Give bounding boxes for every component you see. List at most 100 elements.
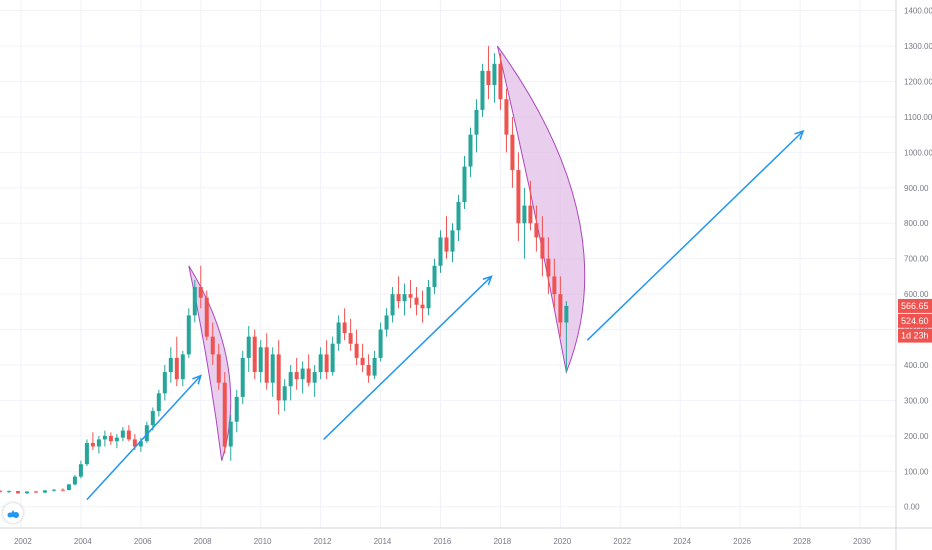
- candle-body: [138, 441, 143, 447]
- y-tick-label: 1100.00: [904, 113, 932, 122]
- arc-drawing[interactable]: [496, 45, 586, 374]
- x-tick-label: 2030: [853, 537, 871, 546]
- x-tick-label: 2004: [74, 537, 92, 546]
- candle-body: [156, 393, 161, 412]
- candle-body: [90, 442, 95, 447]
- candle-body: [288, 372, 293, 387]
- trend-arrow-line[interactable]: [586, 130, 804, 341]
- candle-body: [444, 237, 449, 252]
- candle-body: [150, 411, 155, 426]
- arc-drawings[interactable]: [188, 45, 586, 461]
- candle-body: [96, 439, 101, 447]
- x-tick-label: 2028: [793, 537, 811, 546]
- y-tick-label: 0.00: [904, 503, 920, 512]
- candle-body: [420, 304, 425, 309]
- candle-body: [426, 287, 431, 309]
- arc-drawing[interactable]: [188, 265, 232, 461]
- candle-body: [378, 329, 383, 358]
- candle-body: [51, 489, 56, 491]
- candle-body: [120, 430, 125, 438]
- price-label-bg: [898, 328, 932, 343]
- candle-body: [540, 237, 545, 259]
- x-tick-label: 2020: [553, 537, 571, 546]
- y-tick-label: 400.00: [904, 361, 929, 370]
- candle-body: [384, 315, 389, 330]
- y-tick-label: 1000.00: [904, 148, 932, 157]
- candle-body: [354, 343, 359, 358]
- candle-body: [414, 297, 419, 305]
- candle-body: [558, 294, 563, 323]
- price-label-bg: [898, 298, 932, 313]
- candle-body: [432, 265, 437, 288]
- candle-body: [474, 109, 479, 135]
- y-tick-label: 200.00: [904, 432, 929, 441]
- candle-body: [252, 336, 257, 373]
- candle-body: [318, 354, 323, 373]
- candle-body: [180, 354, 185, 380]
- candle-body: [228, 421, 233, 447]
- candle-body: [240, 357, 245, 397]
- candle-body: [522, 205, 527, 224]
- candle-body: [516, 170, 521, 224]
- candle-body: [42, 490, 47, 493]
- candle-body: [216, 354, 221, 383]
- y-tick-label: 1400.00: [904, 7, 932, 16]
- trend-arrow-head[interactable]: [794, 129, 805, 140]
- price-labels: 566.65 524.60 1d 23h: [898, 298, 932, 343]
- candlestick-series: [0, 46, 569, 494]
- candle-body: [366, 364, 371, 376]
- candle-body: [198, 287, 203, 298]
- trend-arrow-line[interactable]: [86, 375, 202, 501]
- candle-body: [210, 336, 215, 355]
- candle-body: [162, 372, 167, 394]
- candle-body: [306, 368, 311, 383]
- tradingview-logo[interactable]: [3, 503, 23, 523]
- candle-body: [60, 489, 65, 491]
- candle-body: [192, 287, 197, 316]
- trend-arrow-line[interactable]: [323, 275, 492, 440]
- candle-body: [102, 435, 107, 440]
- candle-body: [498, 63, 503, 100]
- x-tick-label: 2016: [434, 537, 452, 546]
- x-tick-label: 2008: [194, 537, 212, 546]
- candle-body: [6, 491, 11, 493]
- candle-body: [186, 315, 191, 355]
- candle-body: [534, 223, 539, 238]
- candle-body: [132, 439, 137, 447]
- candle-body: [264, 347, 269, 383]
- candle-body: [270, 354, 275, 383]
- candle-body: [174, 357, 179, 380]
- cloud-logo-icon: [7, 510, 19, 518]
- candle-body: [276, 354, 281, 401]
- y-tick-label: 1200.00: [904, 78, 932, 87]
- trend-arrow-head[interactable]: [482, 275, 493, 286]
- candle-body: [222, 382, 227, 447]
- y-tick-label: 300.00: [904, 396, 929, 405]
- trend-arrow-head[interactable]: [192, 374, 202, 385]
- x-tick-label: 2024: [673, 537, 691, 546]
- candle-body: [396, 294, 401, 302]
- candle-body: [486, 70, 491, 86]
- candle-body: [402, 294, 407, 302]
- candle-body: [480, 70, 485, 110]
- y-tick-label: 700.00: [904, 255, 929, 264]
- candle-body: [258, 347, 263, 373]
- x-tick-label: 2018: [493, 537, 511, 546]
- candle-body: [33, 491, 38, 493]
- trend-arrows[interactable]: [86, 129, 805, 501]
- candle-body: [300, 368, 305, 380]
- candle-body: [126, 430, 131, 440]
- candle-body: [552, 276, 557, 295]
- candle-body: [168, 357, 173, 373]
- price-label: 566.65: [901, 301, 929, 311]
- candle-body: [72, 476, 77, 485]
- candle-body: [390, 294, 395, 316]
- candle-body: [372, 357, 377, 376]
- y-tick-label: 800.00: [904, 219, 929, 228]
- candle-body: [78, 464, 83, 477]
- price-label-bg: [898, 313, 932, 328]
- x-tick-label: 2026: [733, 537, 751, 546]
- candle-body: [510, 134, 515, 171]
- candle-body: [0, 490, 2, 492]
